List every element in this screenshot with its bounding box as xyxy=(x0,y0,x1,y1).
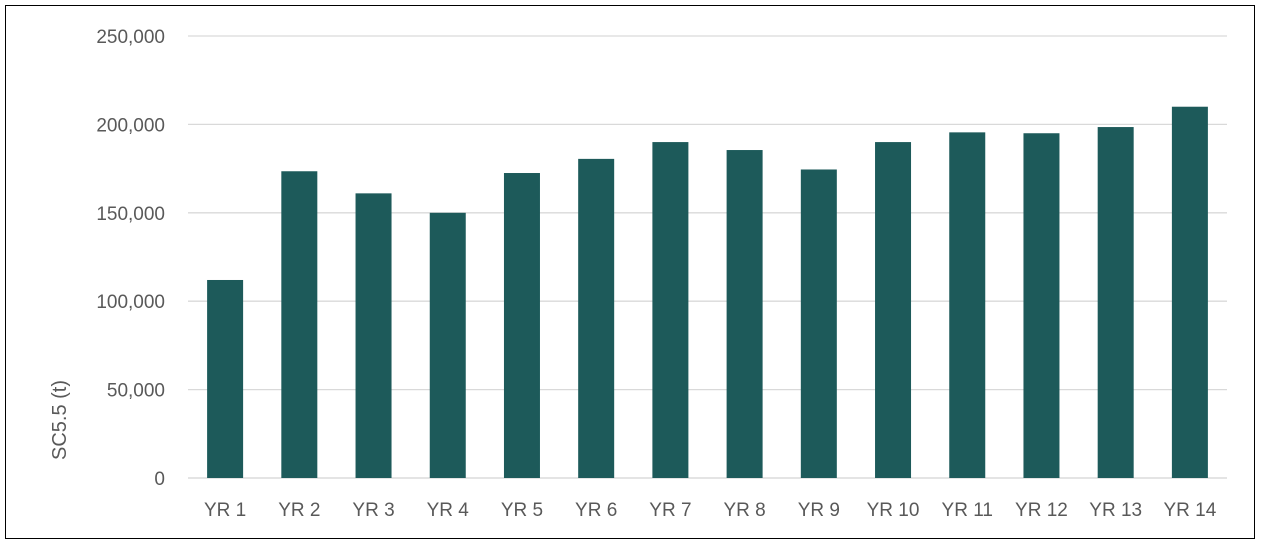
x-tick-label: YR 2 xyxy=(278,500,320,521)
y-tick-label: 150,000 xyxy=(96,204,165,225)
y-axis-label: SC5.5 (t) xyxy=(49,380,71,460)
bar xyxy=(1171,106,1208,478)
bar xyxy=(949,132,986,478)
bar xyxy=(207,279,244,478)
x-axis-ticks: YR 1 YR 2 YR 3 YR 4 YR 5 YR 6 YR 7 YR 8 YR 9 YR 1… xyxy=(204,500,1217,521)
bar xyxy=(578,158,615,478)
x-tick-label: YR 13 xyxy=(1089,500,1142,521)
x-tick-label: YR 9 xyxy=(798,500,840,521)
bar xyxy=(652,142,689,478)
x-tick-label: YR 10 xyxy=(867,500,920,521)
x-tick-label: YR 7 xyxy=(649,500,691,521)
bar xyxy=(1023,133,1060,479)
bar xyxy=(726,150,763,478)
bars xyxy=(207,106,1208,479)
bar xyxy=(355,193,392,479)
x-tick-label: YR 5 xyxy=(501,500,543,521)
x-tick-label: YR 3 xyxy=(352,500,394,521)
x-tick-label: YR 8 xyxy=(723,500,765,521)
bar xyxy=(281,171,318,478)
y-tick-label: 200,000 xyxy=(96,115,165,136)
y-axis-ticks: 0 50,000 100,000 150,000 200,000 250,000 xyxy=(96,27,165,490)
bar xyxy=(503,173,540,478)
y-tick-label: 250,000 xyxy=(96,27,165,48)
gridlines xyxy=(188,35,1227,479)
bar xyxy=(429,212,466,479)
x-tick-label: YR 11 xyxy=(942,500,993,521)
bar xyxy=(800,169,837,478)
x-tick-label: YR 1 xyxy=(204,500,246,521)
y-tick-label: 0 xyxy=(154,469,165,490)
y-tick-label: 100,000 xyxy=(96,292,165,313)
x-tick-label: YR 6 xyxy=(575,500,617,521)
x-tick-label: YR 4 xyxy=(427,500,470,521)
y-tick-label: 50,000 xyxy=(107,381,165,402)
x-tick-label: YR 14 xyxy=(1163,500,1216,521)
x-tick-label: YR 12 xyxy=(1015,500,1068,521)
bar xyxy=(1097,127,1134,478)
bar xyxy=(875,142,912,478)
